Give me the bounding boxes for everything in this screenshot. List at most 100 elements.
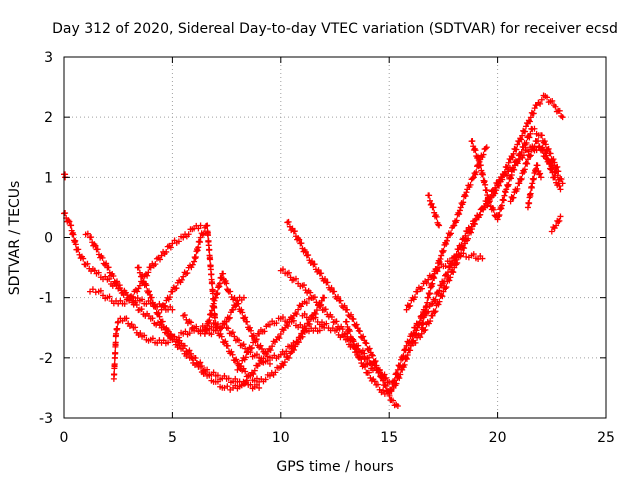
data-point [526,134,533,141]
data-point [62,210,69,217]
data-points [61,92,566,409]
data-point [242,314,249,321]
data-point [343,318,350,325]
y-tick-label: 1 [44,170,53,186]
data-point [88,234,95,241]
data-point [291,228,298,235]
data-point [256,384,263,391]
data-point [556,183,563,190]
data-point [366,360,373,367]
data-point [522,128,529,135]
data-point [513,146,520,153]
data-point [232,303,239,310]
data-point [411,294,418,301]
data-point [103,260,110,267]
data-point [262,348,269,355]
tick-labels: 0 5 10 15 20 25 -3 -2 -1 0 1 2 3 [39,50,615,446]
data-point [449,268,456,275]
data-point [279,266,286,273]
data-point [526,118,533,125]
data-point [457,253,464,260]
data-point [350,336,357,343]
data-point [91,267,98,274]
data-point [89,286,96,293]
data-point [553,222,560,229]
data-point [168,332,175,339]
data-point [214,290,221,297]
data-point [429,273,436,280]
data-point [84,230,91,237]
data-point [476,212,483,219]
data-point [166,294,173,301]
data-point [407,342,414,349]
data-point [381,375,388,382]
data-point [391,377,398,384]
data-point [139,273,146,280]
data-point [130,293,137,300]
data-point [410,329,417,336]
data-point [273,320,280,327]
data-point [523,139,530,146]
data-point [195,244,202,251]
data-point [285,218,292,225]
data-point [145,269,152,276]
data-point [285,269,292,276]
data-point [234,366,241,373]
data-point [498,202,505,209]
data-point [318,270,325,277]
data-point [95,269,102,276]
data-point [331,288,338,295]
x-tick-label: 10 [272,430,290,446]
data-point [558,176,565,183]
data-point [147,264,154,271]
data-point [134,288,141,295]
data-point [113,278,120,285]
data-point [447,274,454,281]
data-point [202,369,209,376]
data-point [436,287,443,294]
data-point [437,256,444,263]
data-point [158,306,165,313]
data-point [541,138,548,145]
data-point [162,302,169,309]
data-point [389,397,396,404]
data-point [536,143,543,150]
data-point [324,279,331,286]
data-point [218,333,225,340]
data-point [114,325,121,332]
data-point [175,238,182,245]
data-point [68,222,75,229]
data-point [438,252,445,259]
data-point [132,324,139,331]
data-point [490,206,497,213]
data-point [159,318,166,325]
data-point [285,354,292,361]
data-point [480,206,487,213]
data-point [400,352,407,359]
data-point [70,231,77,238]
data-point [508,175,515,182]
data-point [444,272,451,279]
x-tick-label: 0 [60,430,69,446]
data-point [509,154,516,161]
data-point [438,292,445,299]
data-point [547,166,554,173]
data-point [228,348,235,355]
data-point [218,325,225,332]
data-point [409,332,416,339]
data-point [527,114,534,121]
data-point [238,363,245,370]
x-tick-label: 25 [597,430,615,446]
data-point [503,186,510,193]
data-point [435,221,442,228]
data-point [396,363,403,370]
data-point [321,294,328,301]
data-point [253,336,260,343]
data-point [366,345,373,352]
data-point [267,347,274,354]
data-point [179,345,186,352]
data-point [235,337,242,344]
data-point [92,242,99,249]
x-tick-label: 20 [489,430,507,446]
data-point [545,145,552,152]
